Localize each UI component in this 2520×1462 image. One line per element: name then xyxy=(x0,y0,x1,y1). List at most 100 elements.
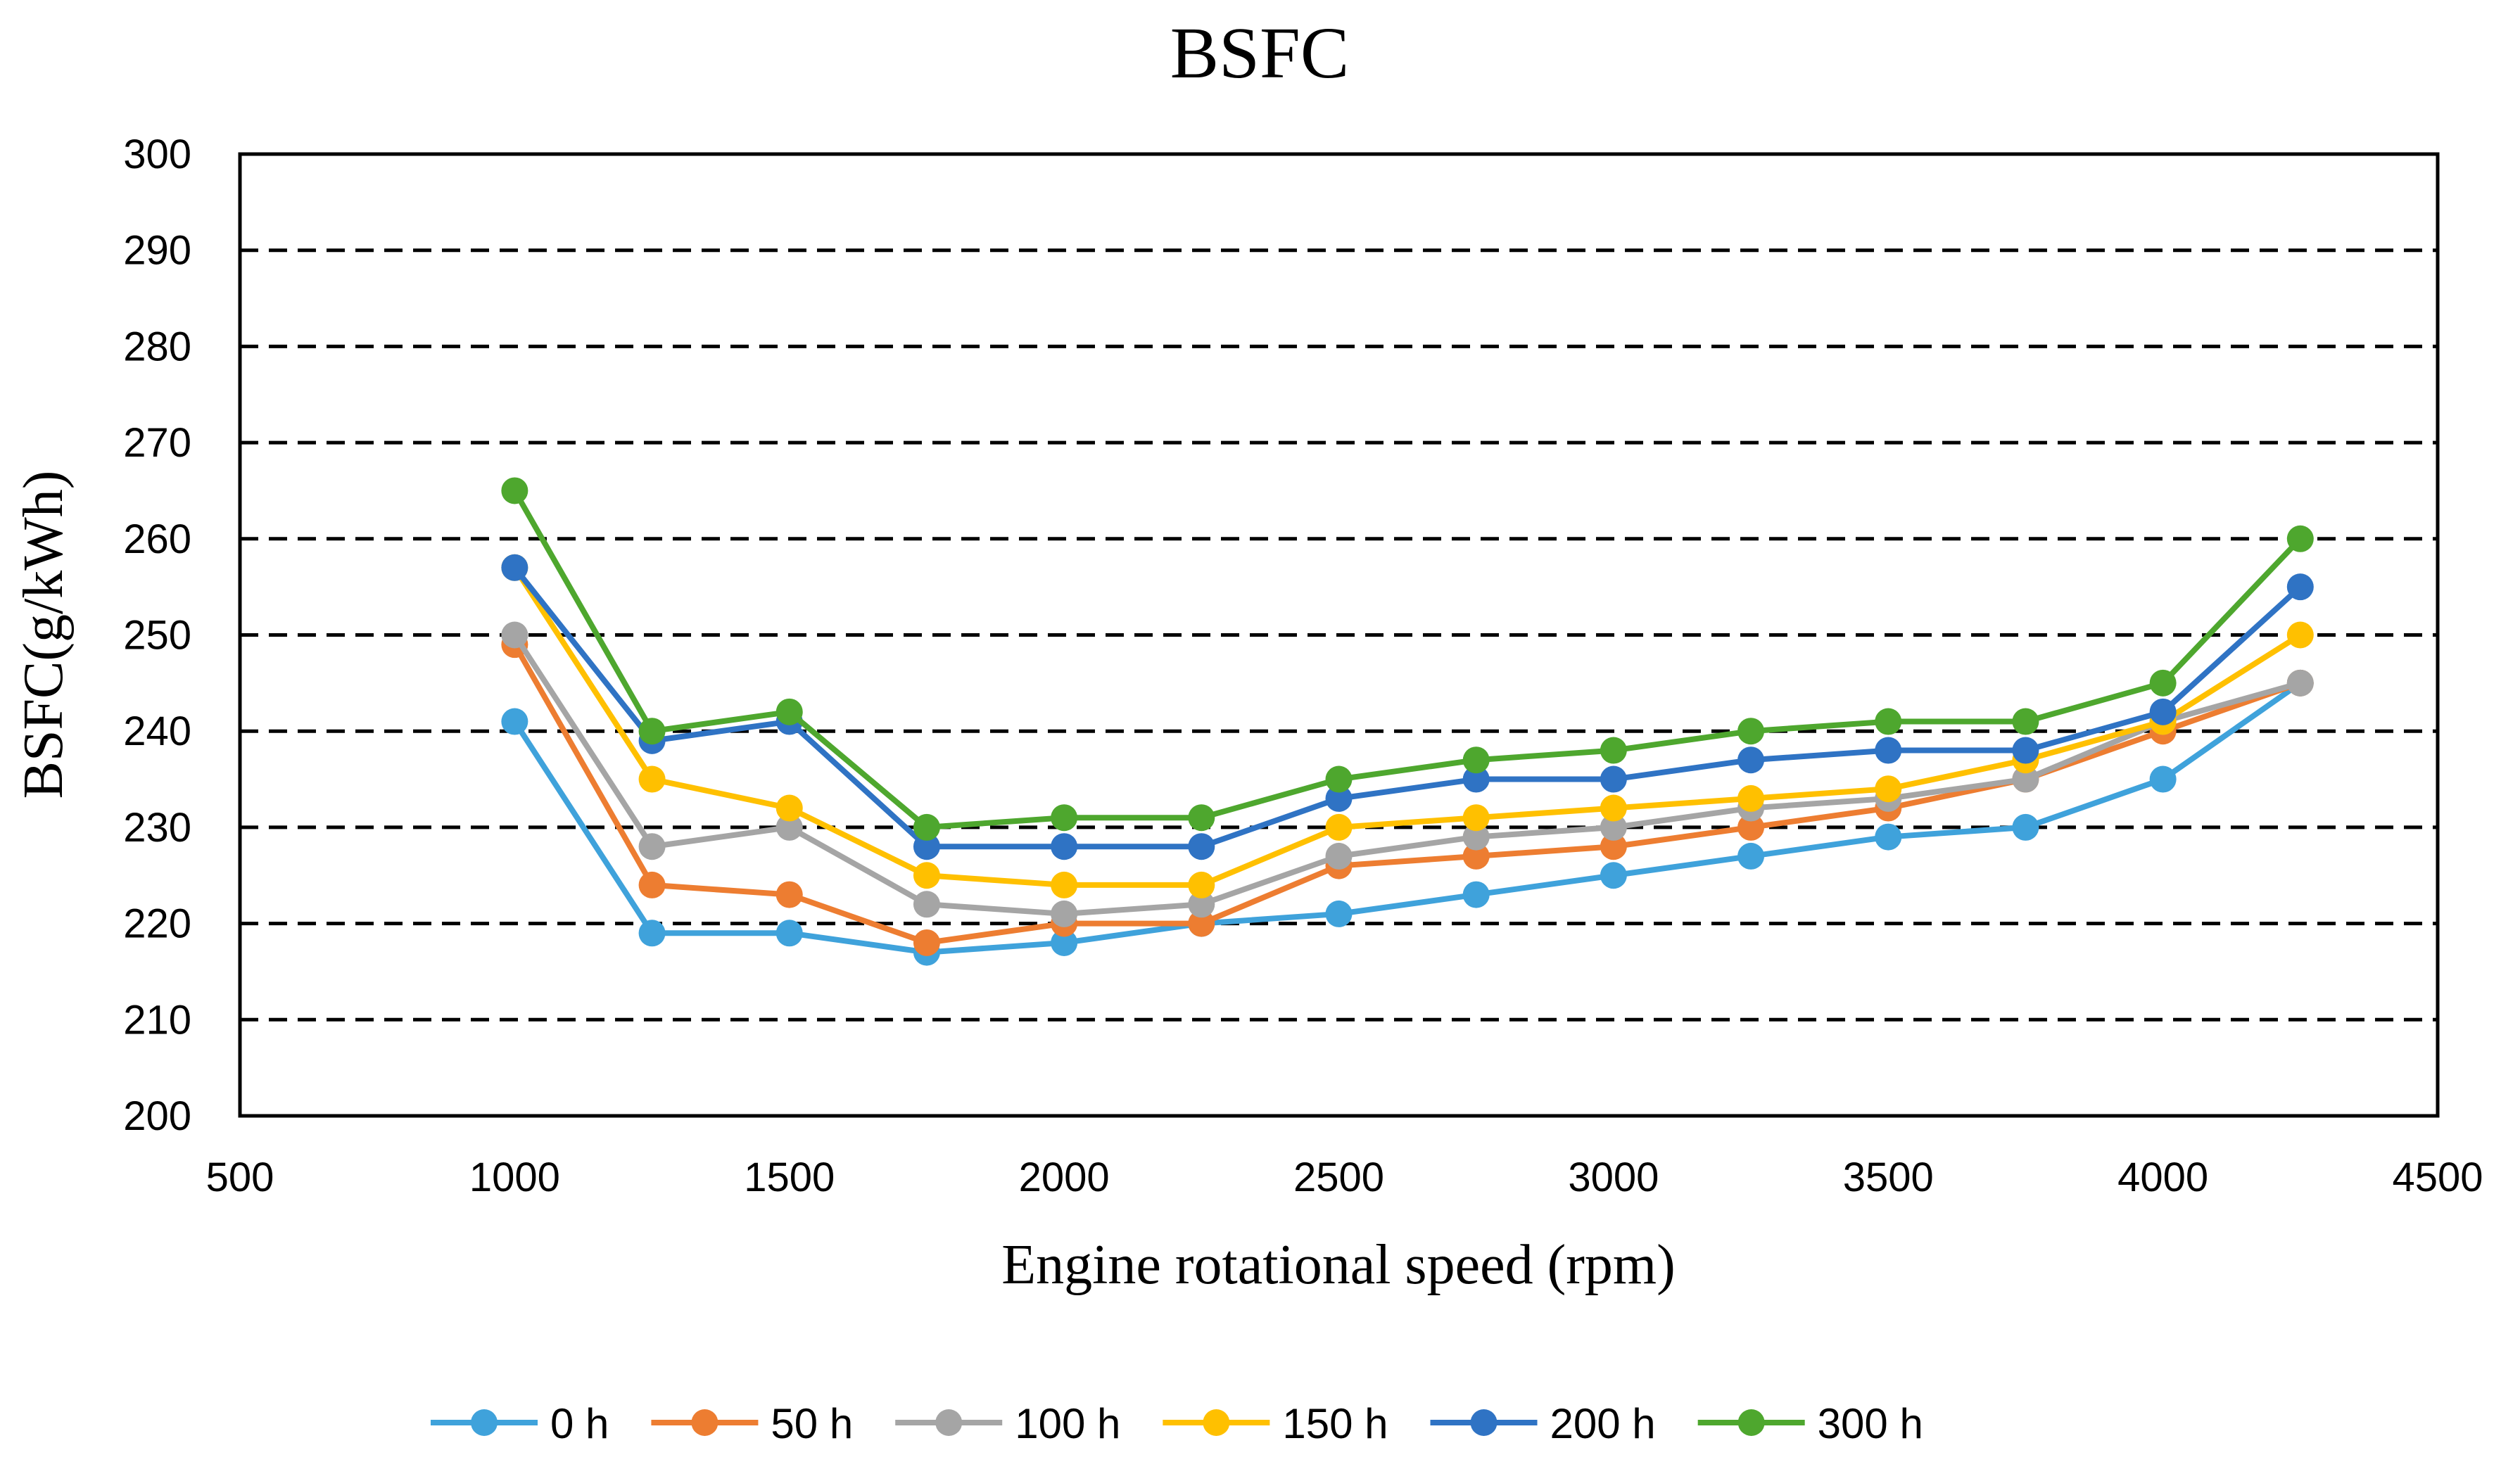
data-point-300h-1750 xyxy=(913,813,940,841)
data-point-50h-3000 xyxy=(1600,833,1627,860)
data-point-300h-4000 xyxy=(2149,669,2177,697)
y-tick-label-270: 270 xyxy=(123,420,191,466)
y-tick-label-220: 220 xyxy=(123,901,191,947)
data-point-50h-1250 xyxy=(638,871,666,898)
series-line-300h xyxy=(512,489,2303,830)
y-tick-label-260: 260 xyxy=(123,516,191,562)
data-point-200h-3250 xyxy=(1737,746,1765,774)
data-point-300h-3250 xyxy=(1737,718,1765,745)
y-tick-label-290: 290 xyxy=(123,228,191,274)
y-tick-label-230: 230 xyxy=(123,805,191,851)
legend-item-200h: 200 h xyxy=(1430,1400,1656,1447)
data-point-300h-1500 xyxy=(775,698,803,725)
data-point-200h-2000 xyxy=(1051,833,1078,860)
data-point-100h-3000 xyxy=(1600,813,1627,841)
y-tick-label-300: 300 xyxy=(123,132,191,177)
data-point-300h-3750 xyxy=(2012,708,2039,735)
data-point-150h-2750 xyxy=(1462,804,1490,832)
x-axis-title: Engine rotational speed (rpm) xyxy=(1001,1234,1675,1296)
legend-label-200h: 200 h xyxy=(1550,1400,1656,1447)
data-point-200h-4000 xyxy=(2149,698,2177,725)
data-point-300h-2000 xyxy=(1051,804,1078,832)
data-point-0h-1250 xyxy=(638,920,666,947)
data-point-0h-2500 xyxy=(1325,900,1353,927)
legend-label-150h: 150 h xyxy=(1282,1400,1388,1447)
data-point-200h-1750 xyxy=(913,833,940,860)
data-point-0h-3500 xyxy=(1875,823,1902,851)
data-point-200h-3000 xyxy=(1600,765,1627,793)
legend-marker-200h xyxy=(1470,1409,1498,1436)
x-tick-label-2500: 2500 xyxy=(1293,1155,1384,1200)
x-tick-label-2000: 2000 xyxy=(1019,1155,1110,1200)
series-200h xyxy=(501,554,2314,860)
y-tick-label-200: 200 xyxy=(123,1093,191,1139)
data-point-0h-3750 xyxy=(2012,813,2039,841)
data-point-300h-3500 xyxy=(1875,708,1902,735)
data-point-150h-4250 xyxy=(2286,621,2314,649)
data-series xyxy=(501,477,2314,966)
data-point-300h-4250 xyxy=(2286,525,2314,552)
x-axis-ticks: 500 1000 1500 2000 2500 3000 3500 4000 4500 xyxy=(206,1155,2483,1200)
legend: 0 h 50 h 100 h 150 h 200 h 300 h xyxy=(431,1400,1923,1447)
y-tick-label-280: 280 xyxy=(123,324,191,369)
series-line-100h xyxy=(512,633,2301,917)
series-300h xyxy=(501,477,2314,841)
data-point-300h-2250 xyxy=(1188,804,1215,832)
data-point-0h-3000 xyxy=(1600,862,1627,889)
data-point-100h-1750 xyxy=(913,891,940,918)
data-point-50h-3250 xyxy=(1737,813,1765,841)
data-point-0h-4000 xyxy=(2149,765,2177,793)
data-point-100h-2750 xyxy=(1462,823,1490,851)
data-point-150h-3250 xyxy=(1737,784,1765,812)
y-tick-label-240: 240 xyxy=(123,708,191,754)
legend-item-300h: 300 h xyxy=(1697,1400,1923,1447)
legend-label-50h: 50 h xyxy=(771,1400,853,1447)
data-point-150h-1750 xyxy=(913,862,940,889)
data-point-150h-3500 xyxy=(1875,775,1902,803)
series-100h xyxy=(501,621,2314,927)
data-point-100h-4250 xyxy=(2286,669,2314,697)
data-point-0h-2750 xyxy=(1462,881,1490,908)
series-150h xyxy=(501,554,2314,898)
x-tick-label-1000: 1000 xyxy=(469,1155,560,1200)
data-point-100h-1250 xyxy=(638,833,666,860)
data-point-200h-2750 xyxy=(1462,765,1490,793)
legend-marker-150h xyxy=(1203,1409,1230,1436)
data-point-200h-4250 xyxy=(2286,573,2314,601)
data-point-100h-2250 xyxy=(1188,891,1215,918)
plot-area xyxy=(238,152,2440,1118)
data-point-300h-2500 xyxy=(1325,765,1353,793)
y-axis-title: BSFC(g/kWh) xyxy=(13,471,75,799)
data-point-0h-1000 xyxy=(501,708,528,735)
data-point-100h-2000 xyxy=(1051,900,1078,927)
data-point-200h-1000 xyxy=(501,554,528,581)
data-point-150h-2000 xyxy=(1051,871,1078,898)
chart-title: BSFC xyxy=(1170,13,1349,94)
x-tick-label-3500: 3500 xyxy=(1843,1155,1934,1200)
data-point-300h-2750 xyxy=(1462,746,1490,774)
y-axis-ticks: 200 210 220 230 240 250 260 270 280 290 300 xyxy=(123,132,191,1139)
x-tick-label-3000: 3000 xyxy=(1568,1155,1659,1200)
data-point-300h-1250 xyxy=(638,718,666,745)
legend-label-100h: 100 h xyxy=(1015,1400,1120,1447)
data-point-200h-2500 xyxy=(1325,784,1353,812)
data-point-150h-2250 xyxy=(1188,871,1215,898)
legend-marker-100h xyxy=(935,1409,963,1436)
data-point-100h-3750 xyxy=(2012,765,2039,793)
data-point-200h-3750 xyxy=(2012,737,2039,764)
series-50h xyxy=(501,631,2314,956)
series-line-0h xyxy=(512,680,2303,955)
y-tick-label-210: 210 xyxy=(123,997,191,1043)
data-point-300h-3000 xyxy=(1600,737,1627,764)
legend-label-0h: 0 h xyxy=(550,1400,609,1447)
data-point-50h-2750 xyxy=(1462,842,1490,870)
data-point-0h-3250 xyxy=(1737,842,1765,870)
legend-label-300h: 300 h xyxy=(1818,1400,1923,1447)
data-point-200h-2250 xyxy=(1188,833,1215,860)
data-point-50h-2250 xyxy=(1188,910,1215,937)
legend-item-100h: 100 h xyxy=(895,1400,1120,1447)
legend-marker-0h xyxy=(471,1409,498,1436)
data-point-300h-1000 xyxy=(501,477,528,504)
